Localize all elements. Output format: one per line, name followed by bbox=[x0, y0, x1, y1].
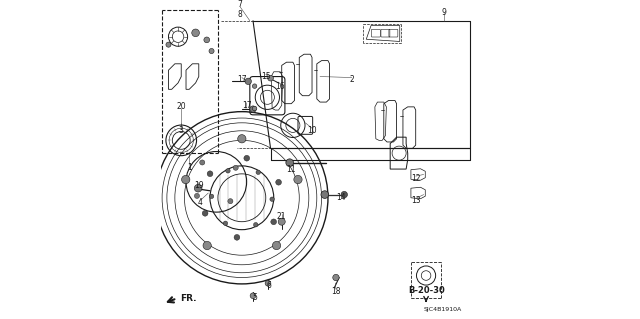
Text: 15: 15 bbox=[261, 72, 271, 81]
Circle shape bbox=[321, 191, 328, 198]
Circle shape bbox=[273, 241, 281, 250]
Circle shape bbox=[253, 222, 258, 227]
Text: SJC4B1910A: SJC4B1910A bbox=[424, 307, 462, 312]
Circle shape bbox=[195, 193, 200, 198]
Circle shape bbox=[182, 175, 190, 184]
Text: 17: 17 bbox=[237, 75, 246, 84]
Circle shape bbox=[209, 48, 214, 54]
Circle shape bbox=[286, 159, 294, 167]
Text: 12: 12 bbox=[411, 174, 420, 183]
Text: 2: 2 bbox=[349, 75, 355, 84]
Circle shape bbox=[250, 106, 256, 112]
Circle shape bbox=[166, 42, 171, 47]
Circle shape bbox=[271, 219, 276, 225]
Circle shape bbox=[276, 179, 282, 185]
Circle shape bbox=[223, 221, 228, 226]
Circle shape bbox=[341, 191, 348, 198]
Circle shape bbox=[252, 106, 257, 111]
Circle shape bbox=[209, 194, 214, 199]
Circle shape bbox=[202, 211, 208, 216]
Text: 5: 5 bbox=[252, 293, 257, 302]
Text: 14: 14 bbox=[336, 193, 346, 202]
Circle shape bbox=[207, 171, 213, 177]
Text: 4: 4 bbox=[198, 198, 203, 207]
Circle shape bbox=[195, 184, 202, 192]
Circle shape bbox=[192, 29, 200, 37]
Text: 16: 16 bbox=[275, 82, 285, 91]
Text: 9: 9 bbox=[442, 8, 447, 17]
Circle shape bbox=[252, 84, 257, 88]
Text: 11: 11 bbox=[287, 165, 296, 174]
Text: 10: 10 bbox=[307, 126, 317, 135]
Text: 20: 20 bbox=[177, 102, 186, 111]
Text: 7: 7 bbox=[238, 0, 243, 9]
Circle shape bbox=[228, 199, 233, 204]
Circle shape bbox=[250, 293, 256, 299]
Circle shape bbox=[203, 241, 211, 250]
Text: 1: 1 bbox=[187, 163, 191, 172]
Text: 3: 3 bbox=[179, 126, 184, 135]
Text: B-20-30: B-20-30 bbox=[408, 286, 445, 295]
Circle shape bbox=[244, 155, 250, 161]
Text: 6: 6 bbox=[266, 281, 271, 290]
Circle shape bbox=[245, 78, 252, 85]
Circle shape bbox=[256, 170, 260, 174]
Text: FR.: FR. bbox=[180, 294, 196, 303]
Circle shape bbox=[265, 280, 271, 286]
Circle shape bbox=[333, 274, 339, 281]
Text: 19: 19 bbox=[194, 181, 204, 189]
Text: 13: 13 bbox=[411, 197, 420, 205]
Text: 18: 18 bbox=[332, 287, 340, 296]
Circle shape bbox=[204, 37, 210, 43]
Circle shape bbox=[294, 175, 302, 184]
Circle shape bbox=[226, 169, 230, 173]
Circle shape bbox=[233, 165, 238, 170]
Text: 8: 8 bbox=[238, 10, 243, 19]
Circle shape bbox=[268, 75, 273, 81]
Text: 17: 17 bbox=[242, 101, 252, 110]
Text: 21: 21 bbox=[277, 212, 287, 221]
Circle shape bbox=[237, 135, 246, 143]
Circle shape bbox=[200, 160, 205, 165]
Circle shape bbox=[278, 218, 285, 225]
Circle shape bbox=[270, 197, 275, 201]
Circle shape bbox=[234, 234, 240, 240]
